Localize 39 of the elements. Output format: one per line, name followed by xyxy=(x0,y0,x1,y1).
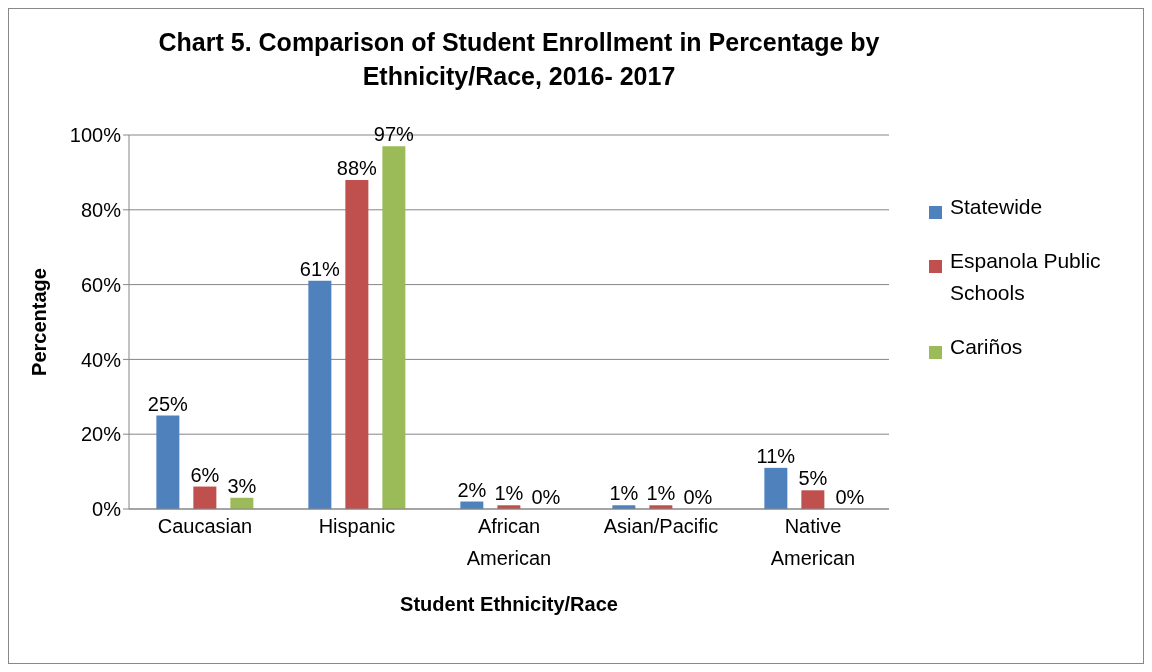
legend-label: Statewide xyxy=(950,194,1043,220)
data-label: 1% xyxy=(494,482,524,505)
data-label: 1% xyxy=(609,482,639,505)
data-label: 0% xyxy=(531,485,561,508)
x-tick-label: Hispanic xyxy=(318,515,396,537)
data-label: 3% xyxy=(227,474,257,497)
data-label: 0% xyxy=(683,485,713,508)
x-axis-title: Student Ethnicity/Race xyxy=(400,593,618,615)
y-tick-label: 40% xyxy=(80,348,122,371)
bar xyxy=(382,146,406,509)
y-tick-label: 0% xyxy=(92,498,122,521)
data-label: 11% xyxy=(756,444,796,467)
y-tick-label: 60% xyxy=(80,273,122,296)
y-tick-label: 20% xyxy=(80,423,122,446)
bar xyxy=(308,280,332,509)
data-label: 2% xyxy=(457,478,487,501)
data-label: 61% xyxy=(299,257,341,280)
legend-label: Espanola Public Schools xyxy=(950,248,1102,306)
data-label: 88% xyxy=(336,156,378,179)
x-tick-label: African American xyxy=(466,515,552,569)
chart-title: Chart 5. Comparison of Student Enrollment in Percentage by Ethnicity/Race, 2016- 2017 xyxy=(157,27,881,92)
data-label: 1% xyxy=(646,482,676,505)
y-tick-label: 100% xyxy=(69,124,122,147)
bar xyxy=(801,490,825,509)
bar xyxy=(193,486,217,509)
bar xyxy=(345,179,369,509)
data-label: 97% xyxy=(373,123,415,146)
x-tick-label: Native American xyxy=(770,515,856,569)
x-tick-label: Caucasian xyxy=(157,515,253,537)
y-tick-label: 80% xyxy=(80,198,122,221)
data-label: 25% xyxy=(147,392,189,415)
data-label: 6% xyxy=(190,463,220,486)
legend-label: Cariños xyxy=(950,334,1023,360)
bar xyxy=(764,467,788,509)
data-label: 0% xyxy=(835,485,865,508)
x-tick-label: Asian/Pacific xyxy=(603,515,719,537)
bar xyxy=(156,415,180,509)
y-axis-title: Percentage xyxy=(28,268,51,376)
data-label: 5% xyxy=(798,467,828,490)
